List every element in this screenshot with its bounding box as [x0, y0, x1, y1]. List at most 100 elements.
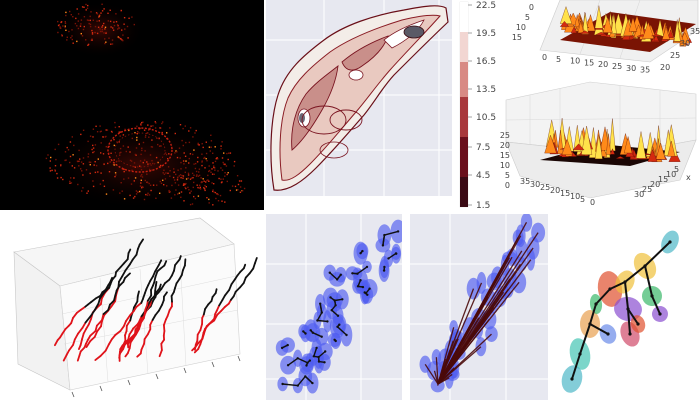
track-segment [101, 313, 105, 321]
speckle [177, 184, 180, 186]
speckle [205, 186, 207, 188]
track-segment [158, 349, 163, 358]
speckle [217, 170, 219, 172]
speckle [134, 132, 136, 134]
surface-bottom-side-tick: 20 [650, 180, 660, 189]
blob-node [396, 230, 400, 233]
speckle [136, 125, 138, 127]
track-segment [252, 262, 256, 270]
star-edge [433, 370, 439, 385]
track-segment [164, 278, 171, 285]
speckle [56, 172, 58, 175]
speckle [188, 189, 190, 191]
speckle [173, 168, 175, 170]
speckle [212, 152, 214, 154]
speckle [82, 174, 84, 176]
ellipse-graph-plot [561, 230, 679, 393]
star-edge [437, 340, 454, 385]
speckle [124, 128, 126, 131]
track-segment [104, 343, 110, 352]
speckle [91, 148, 93, 151]
speckle [158, 137, 160, 139]
speckle [87, 153, 90, 155]
contour-peak-mid [348, 69, 364, 81]
speckle [141, 147, 143, 149]
blob-node [320, 335, 323, 338]
blob-edge [313, 347, 318, 357]
speckle [182, 184, 185, 186]
cluster-node [636, 322, 640, 326]
track-segment [118, 275, 124, 283]
track-segment [99, 349, 107, 357]
track-segment [199, 323, 204, 331]
speckle [212, 162, 214, 164]
speckle [64, 25, 66, 27]
blob-edge [319, 303, 323, 313]
speckle [224, 163, 226, 166]
speckle [221, 200, 223, 202]
blob-node [326, 320, 329, 323]
speckle [185, 187, 187, 190]
track-segment [162, 324, 166, 332]
speckle [180, 177, 182, 179]
cluster-edge [651, 295, 661, 315]
speckle [101, 28, 104, 31]
speckle [70, 37, 72, 39]
cluster-edge [579, 323, 591, 355]
speckle [196, 174, 198, 176]
speckle [129, 159, 132, 162]
track-segment [220, 306, 226, 312]
surface-top-right-tick: 35 [690, 27, 700, 36]
surface-peak [594, 134, 603, 160]
speckle [191, 172, 194, 175]
speckle [219, 194, 222, 197]
speckle [198, 174, 201, 177]
speckle [135, 147, 138, 149]
blob-node [323, 361, 326, 364]
speckle [190, 177, 193, 179]
speckle [100, 12, 102, 14]
blob-edge [297, 375, 306, 387]
surface-peak [575, 154, 585, 156]
speckle [134, 195, 136, 198]
speckle [76, 40, 78, 43]
speckle [169, 190, 171, 193]
track-segment [135, 248, 139, 256]
speckle [188, 157, 190, 160]
speckle [92, 128, 95, 130]
track-segment [133, 300, 139, 309]
speckle [66, 39, 68, 41]
surface-top-right-tick: 20 [660, 63, 670, 72]
speckle [163, 169, 165, 171]
speckle [159, 145, 161, 147]
speckle [123, 170, 125, 173]
speckle [235, 189, 238, 191]
speckle [195, 162, 197, 165]
speckle [211, 168, 213, 170]
speckle [187, 172, 190, 174]
track-segment [109, 276, 113, 284]
speckle [162, 172, 164, 174]
surface-top-peaks [559, 5, 696, 52]
track-segment [202, 308, 207, 316]
track-segment [87, 317, 92, 326]
speckle [217, 200, 220, 202]
speckle [72, 154, 74, 156]
speckle [86, 19, 89, 21]
speckle [73, 167, 76, 169]
speckle [120, 182, 122, 184]
track-segment [119, 348, 125, 355]
speckle [147, 132, 149, 134]
speckle [179, 174, 182, 176]
speckle [200, 177, 202, 179]
speckle [98, 16, 100, 18]
speckle [101, 3, 103, 5]
surface-bottom-side-tick: 30 [634, 190, 644, 199]
speckle [167, 166, 170, 168]
speckle [60, 164, 62, 166]
speckle [120, 9, 122, 12]
surface-peak [616, 156, 625, 159]
speckle [85, 169, 88, 171]
speckle-layer [45, 3, 246, 206]
surface-top-axis-tick: 10 [570, 57, 580, 66]
